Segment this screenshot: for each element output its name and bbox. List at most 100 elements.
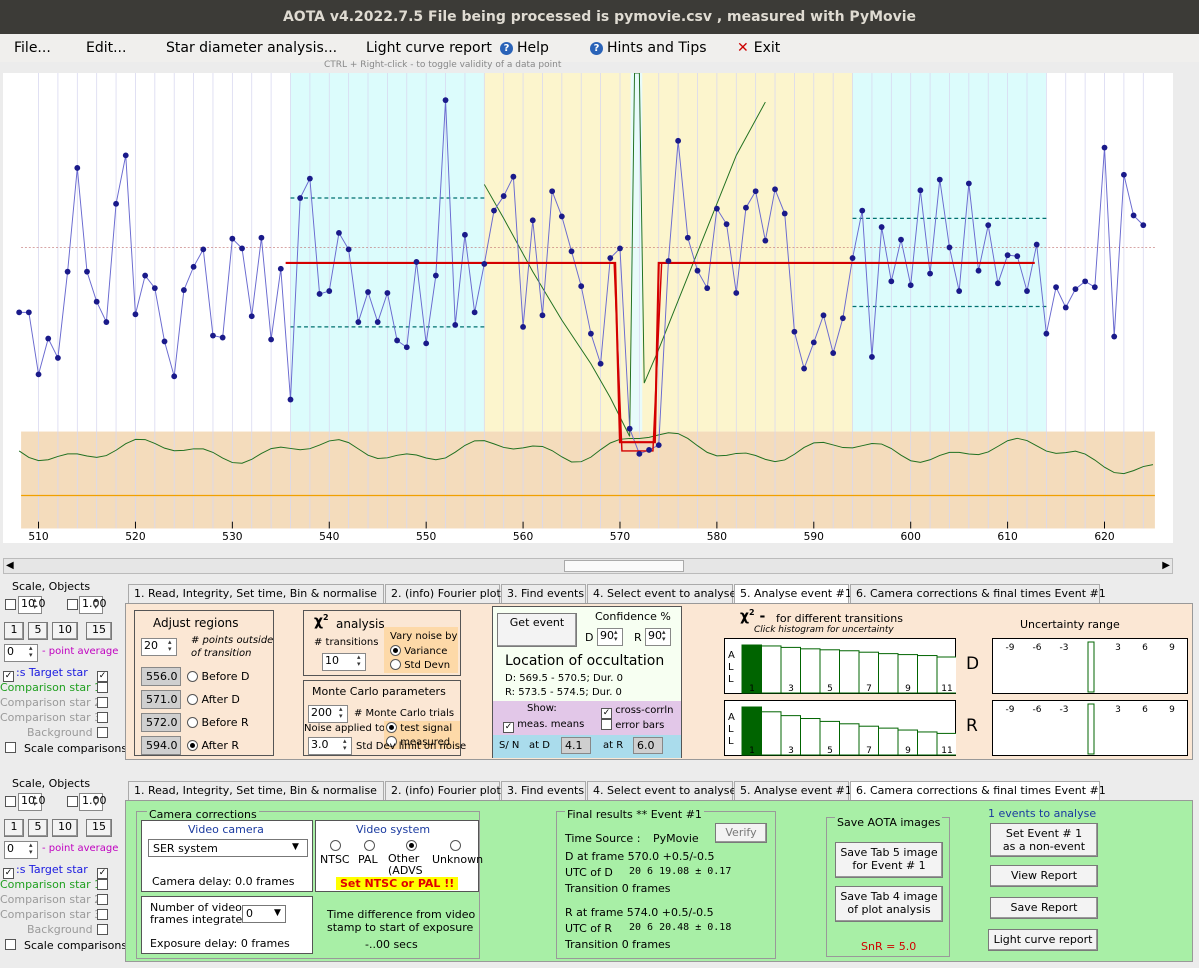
transitions-spinner[interactable]: 10 <box>322 653 366 671</box>
meas-means-option[interactable]: ✓ meas. means <box>503 719 585 733</box>
menu-help[interactable]: ? Help <box>500 40 549 56</box>
menu-file[interactable]: File... <box>14 40 51 56</box>
chevron-down-icon[interactable]: ▼ <box>292 842 299 852</box>
unknown-radio[interactable] <box>450 840 461 851</box>
chevron-down-icon[interactable]: ▼ <box>274 908 281 918</box>
tab-select-event-b[interactable]: 4. Select event to analyse <box>587 781 736 800</box>
comp2-checkbox[interactable] <box>97 697 108 708</box>
cross-corr-option[interactable]: ✓ cross-corrln <box>601 705 674 719</box>
x-tick-label: 580 <box>707 530 728 543</box>
conf-r-spinner[interactable]: 90 <box>645 628 671 646</box>
tab-fourier-b[interactable]: 2. (info) Fourier plot <box>385 781 501 800</box>
variance-option[interactable]: Variance <box>390 645 447 657</box>
view-report-button[interactable]: View Report <box>990 865 1098 887</box>
save-tab5-button[interactable]: Save Tab 5 image for Event # 1 <box>835 842 943 878</box>
target-show-checkbox[interactable]: ✓ <box>3 671 14 682</box>
camera-select[interactable]: SER system <box>148 839 308 857</box>
vary-noise-group: Vary noise by Variance Std Devn <box>384 627 458 673</box>
scroll-right-icon[interactable]: ▶ <box>1162 560 1170 571</box>
menu-hints[interactable]: ? Hints and Tips <box>590 40 707 56</box>
frames-integrated-select[interactable]: 0 <box>242 905 286 923</box>
conf-d-spinner[interactable]: 90 <box>597 628 623 646</box>
scale1-checkbox-2[interactable] <box>5 796 16 807</box>
horizontal-scrollbar[interactable]: ◀ ▶ <box>3 558 1173 574</box>
before-d-option[interactable]: Before D <box>187 670 249 683</box>
scale1-checkbox[interactable] <box>5 599 16 610</box>
scale-btn-15[interactable]: 15 <box>86 622 112 640</box>
avg-spinner[interactable]: 0 <box>4 644 38 662</box>
target-scale-checkbox-2[interactable]: ✓ <box>97 868 108 879</box>
background-checkbox[interactable] <box>97 727 108 738</box>
other-radio[interactable] <box>406 840 417 851</box>
before-r-option[interactable]: Before R <box>187 716 249 729</box>
histogram-bar <box>917 731 938 756</box>
scale-btn-5[interactable]: 5 <box>28 622 48 640</box>
get-event-button[interactable]: Get event <box>497 613 577 647</box>
avg-spinner-2[interactable]: 0 <box>4 841 38 859</box>
after-r-option[interactable]: After R <box>187 739 239 752</box>
save-tab4-button[interactable]: Save Tab 4 image of plot analysis <box>835 886 943 922</box>
comp1-checkbox-2[interactable] <box>97 879 108 890</box>
after-d-option[interactable]: After D <box>187 693 240 706</box>
tab-fourier[interactable]: 2. (info) Fourier plot <box>385 584 501 603</box>
ntsc-radio[interactable] <box>330 840 341 851</box>
frames-int-label-2: frames integrated <box>150 913 250 926</box>
scale-btn-1[interactable]: 1 <box>4 622 24 640</box>
tab-camera-corrections-b[interactable]: 6. Camera corrections & final times Even… <box>850 781 1106 800</box>
other-label: Other (ADVS <box>388 852 423 877</box>
tab-read[interactable]: 1. Read, Integrity, Set time, Bin & norm… <box>128 584 384 603</box>
scale2-checkbox[interactable] <box>67 599 78 610</box>
menu-light-curve-report[interactable]: Light curve report <box>366 40 492 56</box>
light-curve-report-button[interactable]: Light curve report <box>988 929 1098 951</box>
scale-btn-1-b[interactable]: 1 <box>4 819 24 837</box>
set-non-event-button[interactable]: Set Event # 1 as a non-event <box>990 823 1098 857</box>
error-bars-option[interactable]: error bars <box>601 719 664 731</box>
std-limit-spinner[interactable]: 3.0 <box>308 737 352 755</box>
tab-read-b[interactable]: 1. Read, Integrity, Set time, Bin & norm… <box>128 781 384 800</box>
scale-comparisons-checkbox-2[interactable] <box>5 939 16 950</box>
target-scale-checkbox[interactable]: ✓ <box>97 671 108 682</box>
background-checkbox-2[interactable] <box>97 924 108 935</box>
target-show-checkbox-2[interactable]: ✓ <box>3 868 14 879</box>
scale-btn-15-b[interactable]: 15 <box>86 819 112 837</box>
menu-star-diameter[interactable]: Star diameter analysis... <box>166 40 338 56</box>
verify-button[interactable]: Verify <box>715 823 767 843</box>
comp1-checkbox[interactable] <box>97 682 108 693</box>
scroll-thumb[interactable] <box>564 560 684 572</box>
test-signal-option[interactable]: test signal <box>386 722 452 734</box>
pal-radio[interactable] <box>364 840 375 851</box>
model-fit-line <box>285 261 1035 444</box>
scale-btn-10[interactable]: 10 <box>52 622 78 640</box>
scale2-spinner[interactable]: 1.00 <box>79 596 107 614</box>
measured-option[interactable]: measured <box>386 736 450 748</box>
tab-analyse-event-b[interactable]: 5. Analyse event #1 <box>734 781 852 800</box>
scale2-spinner-2[interactable]: 1.00 <box>79 793 107 811</box>
scroll-left-icon[interactable]: ◀ <box>6 560 14 571</box>
scale-comparisons-checkbox[interactable] <box>5 742 16 753</box>
menu-edit[interactable]: Edit... <box>86 40 127 56</box>
comp2-checkbox-2[interactable] <box>97 894 108 905</box>
frames-integrated-box: Number of video frames integrated 0 ▼ Ex… <box>141 896 313 954</box>
menu-exit[interactable]: ✕ Exit <box>737 40 780 56</box>
comp3-checkbox[interactable] <box>97 712 108 723</box>
tab-find-events[interactable]: 3. Find events <box>501 584 586 603</box>
mc-trials-spinner[interactable]: 200 <box>308 705 348 723</box>
scale1-spinner[interactable]: 10.0 <box>18 596 46 614</box>
comp3-checkbox-2[interactable] <box>97 909 108 920</box>
uncertainty-tick-label: -3 <box>1060 705 1069 715</box>
tab-analyse-event[interactable]: 5. Analyse event #1 <box>734 584 852 603</box>
tab-select-event[interactable]: 4. Select event to analyse <box>587 584 736 603</box>
light-curve-plot[interactable]: 510 520 530 540 550 560 570 580 590 600 610 620 <box>3 73 1173 543</box>
scale1-spinner-2[interactable]: 10.0 <box>18 793 46 811</box>
tab-find-events-b[interactable]: 3. Find events <box>501 781 586 800</box>
points-outside-spinner[interactable]: 20 <box>141 638 177 656</box>
std-devn-option[interactable]: Std Devn <box>390 659 450 671</box>
scale2-checkbox-2[interactable] <box>67 796 78 807</box>
scale-btn-10-b[interactable]: 10 <box>52 819 78 837</box>
scale-comparisons-label: Scale comparisons <box>24 742 128 755</box>
save-report-button[interactable]: Save Report <box>990 897 1098 919</box>
scale-btn-5-b[interactable]: 5 <box>28 819 48 837</box>
tab-camera-corrections[interactable]: 6. Camera corrections & final times Even… <box>850 584 1106 603</box>
